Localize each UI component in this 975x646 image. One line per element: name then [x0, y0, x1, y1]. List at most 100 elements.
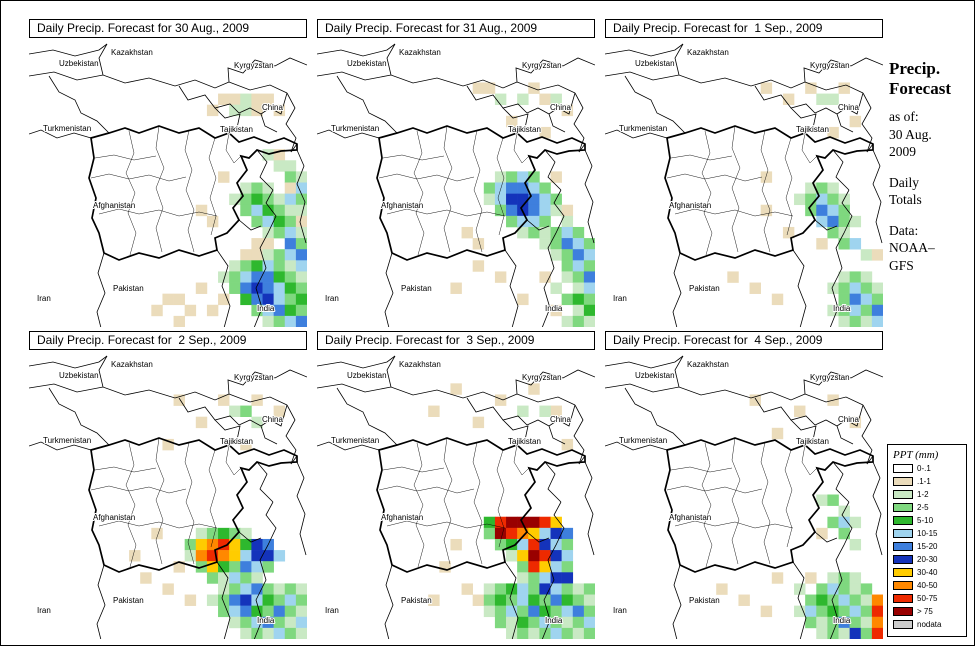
- precip-cell: [240, 405, 252, 417]
- country-label: China: [838, 103, 859, 112]
- precip-cell: [805, 594, 817, 606]
- precip-cell: [871, 304, 883, 317]
- precip-cell: [229, 594, 241, 606]
- precip-cell: [583, 583, 595, 595]
- country-label: Kyrgyzstan: [810, 373, 850, 382]
- map-canvas: Uzbekistan Kazakhstan Kyrgyzstan China Turkm…: [29, 350, 307, 639]
- precip-cell: [517, 93, 529, 105]
- forecast-panel: Daily Precip. Forecast for 31 Aug., 2009…: [317, 19, 595, 327]
- precip-cell: [295, 616, 307, 629]
- precip-cell: [517, 538, 529, 551]
- precip-cell: [539, 405, 551, 417]
- precip-cell: [284, 282, 297, 294]
- precip-cell: [262, 215, 274, 228]
- precip-cell: [494, 271, 507, 283]
- precip-cell: [472, 416, 485, 429]
- precip-cell: [827, 215, 839, 228]
- precip-cell: [827, 93, 839, 105]
- precip-cell: [550, 249, 562, 261]
- panel-title: Daily Precip. Forecast for 31 Aug., 2009: [317, 19, 595, 38]
- precip-cell: [550, 171, 562, 183]
- country-label: Afghanistan: [669, 513, 711, 522]
- legend-entry: 15-20: [893, 542, 962, 551]
- country-label: India: [833, 304, 851, 313]
- precip-cell: [517, 226, 529, 239]
- precip-cell: [273, 149, 286, 161]
- precip-cell: [550, 204, 562, 217]
- precip-cell: [572, 260, 585, 272]
- precip-cell: [262, 561, 274, 573]
- precip-cell: [849, 115, 862, 128]
- precip-cell: [251, 215, 263, 228]
- precip-cell: [539, 516, 551, 529]
- precip-cell: [550, 405, 562, 417]
- precip-cell: [251, 282, 263, 294]
- source-line2: GFS: [889, 257, 914, 273]
- precip-cell: [295, 293, 307, 306]
- precip-cell: [284, 583, 297, 595]
- precip-cell: [173, 315, 185, 327]
- precip-cell: [229, 271, 241, 283]
- precip-cell: [849, 315, 862, 327]
- precip-cell: [295, 193, 307, 206]
- country-label: Pakistan: [689, 284, 720, 293]
- precip-cell: [517, 405, 529, 417]
- country-label: Tajikistan: [796, 437, 829, 446]
- precip-cell: [782, 226, 795, 239]
- country-label: Turkmenistan: [43, 124, 91, 133]
- asof-block: as of: 30 Aug. 2009: [889, 108, 973, 161]
- precip-cells-layer: [716, 394, 883, 639]
- precip-cell: [528, 193, 540, 206]
- precip-cell: [240, 438, 252, 451]
- country-labels-layer: Uzbekistan Kazakhstan Kyrgyzstan China Turkm…: [324, 47, 572, 314]
- precip-cell: [229, 550, 241, 562]
- precip-cell: [816, 182, 828, 194]
- precip-cell: [273, 204, 286, 217]
- precip-cell: [218, 293, 230, 306]
- legend-label: 5-10: [917, 516, 934, 525]
- precip-cell: [262, 627, 274, 639]
- precip-cell: [561, 538, 574, 551]
- precip-cell: [218, 605, 230, 618]
- precip-cell: [517, 572, 529, 584]
- precip-cell: [528, 561, 540, 573]
- precip-cell: [572, 616, 585, 629]
- precip-cell: [827, 182, 839, 194]
- precip-cell: [550, 550, 562, 562]
- country-label: Iran: [613, 606, 627, 615]
- legend-entry: 0-.1: [893, 464, 962, 473]
- country-label: India: [545, 304, 563, 313]
- precip-cell: [284, 249, 297, 261]
- precip-cell: [295, 627, 307, 639]
- precip-cell: [240, 627, 252, 639]
- precip-cell: [849, 538, 862, 551]
- precip-cell: [539, 193, 551, 206]
- precip-cell: [816, 627, 828, 639]
- precip-cell: [494, 193, 507, 206]
- precip-cell: [184, 538, 197, 551]
- precip-cell: [251, 193, 263, 206]
- country-label: Turkmenistan: [619, 436, 667, 445]
- precip-cell: [561, 271, 574, 283]
- precip-cell: [240, 293, 252, 306]
- precip-cell: [517, 594, 529, 606]
- totals-block: Daily Totals: [889, 174, 973, 209]
- precip-cell: [572, 249, 585, 261]
- precip-cell: [483, 182, 496, 194]
- country-label: Uzbekistan: [347, 59, 387, 68]
- country-label: Kyrgyzstan: [234, 373, 274, 382]
- precip-cell: [849, 516, 862, 529]
- precip-cell: [838, 271, 850, 283]
- precip-cell: [494, 394, 507, 406]
- precip-cell: [494, 204, 507, 217]
- precip-cell: [539, 605, 551, 618]
- precip-cell: [173, 293, 185, 306]
- precip-cell: [528, 616, 540, 629]
- precip-cell: [229, 583, 241, 595]
- country-label: China: [262, 415, 283, 424]
- country-label: Turkmenistan: [619, 124, 667, 133]
- precip-cell: [550, 238, 562, 250]
- precip-cell: [816, 605, 828, 618]
- legend-swatch: [893, 464, 913, 473]
- precip-cell: [561, 616, 574, 629]
